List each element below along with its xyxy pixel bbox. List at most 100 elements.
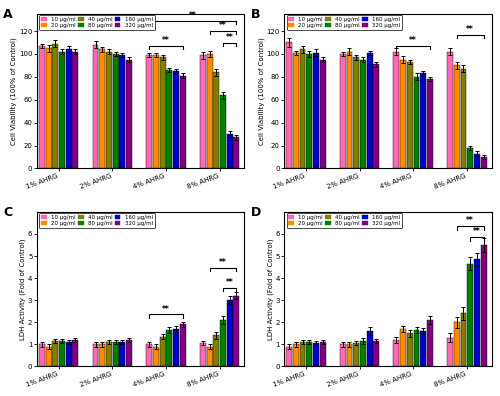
Bar	[480, 157, 486, 168]
Text: **: **	[466, 216, 474, 225]
Bar	[173, 71, 179, 168]
Bar	[340, 345, 345, 366]
Text: **: **	[226, 278, 234, 287]
Y-axis label: Cell Viability (100% of Control): Cell Viability (100% of Control)	[11, 37, 18, 145]
Bar	[400, 329, 406, 366]
Bar	[400, 60, 406, 168]
Bar	[414, 77, 420, 168]
Bar	[420, 73, 426, 168]
Bar	[340, 54, 345, 168]
Bar	[320, 60, 326, 168]
Bar	[39, 46, 45, 168]
Bar	[153, 55, 159, 168]
Bar	[106, 51, 112, 168]
Bar	[366, 53, 372, 168]
Bar	[300, 342, 306, 366]
Bar	[59, 51, 65, 168]
Bar	[454, 65, 460, 168]
Bar	[126, 340, 132, 366]
Bar	[220, 320, 226, 366]
Bar	[300, 50, 306, 168]
Bar	[153, 346, 159, 366]
Text: B: B	[250, 8, 260, 21]
Bar	[353, 343, 359, 366]
Bar	[120, 342, 126, 366]
Bar	[474, 259, 480, 366]
Bar	[420, 331, 426, 366]
Bar	[346, 51, 352, 168]
Bar	[234, 137, 239, 168]
Bar	[313, 53, 319, 168]
Bar	[146, 55, 152, 168]
Bar	[173, 329, 179, 366]
Bar	[293, 53, 299, 168]
Text: **: **	[219, 21, 227, 30]
Bar	[200, 343, 206, 366]
Bar	[214, 72, 219, 168]
Bar	[200, 55, 206, 168]
Y-axis label: Cell Viability (100% of Control): Cell Viability (100% of Control)	[258, 37, 264, 145]
Bar	[480, 245, 486, 366]
Bar	[374, 341, 380, 366]
Bar	[66, 50, 71, 168]
Text: **: **	[162, 305, 170, 314]
Bar	[460, 313, 466, 366]
Text: **: **	[189, 11, 196, 20]
Bar	[454, 322, 460, 366]
Bar	[394, 51, 400, 168]
Bar	[180, 76, 186, 168]
Text: **: **	[410, 36, 417, 45]
Bar	[112, 54, 118, 168]
Bar	[234, 296, 239, 366]
Bar	[166, 70, 172, 168]
Bar	[160, 57, 166, 168]
Text: **: **	[226, 33, 234, 42]
Bar	[474, 154, 480, 168]
Bar	[468, 148, 473, 168]
Bar	[394, 340, 400, 366]
Bar	[313, 343, 319, 366]
Bar	[100, 50, 105, 168]
Bar	[52, 341, 58, 366]
Text: **: **	[466, 25, 474, 34]
Bar	[306, 54, 312, 168]
Bar	[66, 342, 71, 366]
Bar	[286, 42, 292, 168]
Text: **: **	[219, 258, 227, 267]
Bar	[427, 79, 433, 168]
Bar	[160, 337, 166, 366]
Bar	[126, 60, 132, 168]
Bar	[92, 45, 98, 168]
Legend: 10 μg/ml, 20 μg/ml, 40 μg/ml, 80 μg/ml, 160 μg/ml, 320 μg/ml: 10 μg/ml, 20 μg/ml, 40 μg/ml, 80 μg/ml, …	[286, 213, 402, 228]
Bar	[226, 300, 232, 366]
Legend: 10 μg/ml, 20 μg/ml, 40 μg/ml, 80 μg/ml, 160 μg/ml, 320 μg/ml: 10 μg/ml, 20 μg/ml, 40 μg/ml, 80 μg/ml, …	[286, 15, 402, 30]
Bar	[206, 54, 212, 168]
Bar	[407, 62, 413, 168]
Bar	[346, 345, 352, 366]
Bar	[407, 333, 413, 366]
Bar	[360, 60, 366, 168]
Bar	[374, 64, 380, 168]
Bar	[206, 346, 212, 366]
Bar	[360, 341, 366, 366]
Bar	[414, 330, 420, 366]
Bar	[106, 342, 112, 366]
Bar	[72, 51, 78, 168]
Y-axis label: LDH Activity (Fold of Control): LDH Activity (Fold of Control)	[20, 238, 26, 340]
Bar	[180, 324, 186, 366]
Bar	[100, 345, 105, 366]
Bar	[468, 264, 473, 366]
Text: **: **	[162, 36, 170, 45]
Bar	[112, 342, 118, 366]
Bar	[226, 134, 232, 168]
Y-axis label: LDH Activity (Fold of Control): LDH Activity (Fold of Control)	[267, 238, 274, 340]
Bar	[59, 341, 65, 366]
Bar	[366, 331, 372, 366]
Bar	[447, 338, 453, 366]
Bar	[286, 346, 292, 366]
Bar	[460, 69, 466, 168]
Text: D: D	[250, 206, 260, 219]
Text: A: A	[3, 8, 13, 21]
Legend: 10 μg/ml, 20 μg/ml, 40 μg/ml, 80 μg/ml, 160 μg/ml, 320 μg/ml: 10 μg/ml, 20 μg/ml, 40 μg/ml, 80 μg/ml, …	[40, 213, 155, 228]
Bar	[306, 342, 312, 366]
